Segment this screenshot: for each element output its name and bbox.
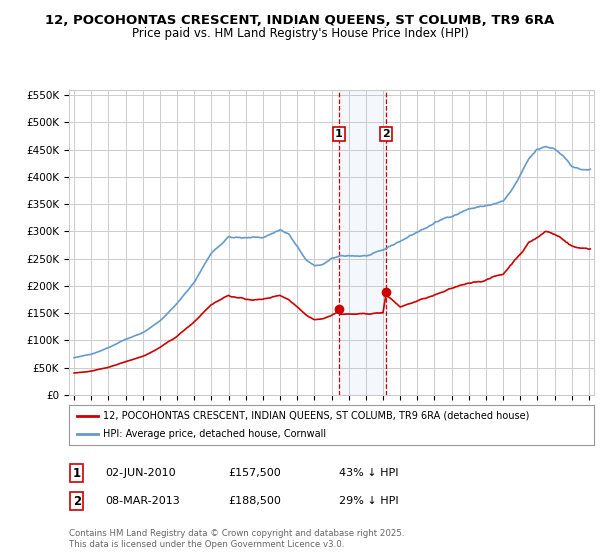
- Bar: [339, 90, 386, 395]
- Text: £188,500: £188,500: [228, 496, 281, 506]
- Text: 08-MAR-2013: 08-MAR-2013: [105, 496, 180, 506]
- Text: 2: 2: [382, 129, 390, 139]
- Text: 29% ↓ HPI: 29% ↓ HPI: [339, 496, 398, 506]
- Text: Price paid vs. HM Land Registry's House Price Index (HPI): Price paid vs. HM Land Registry's House …: [131, 27, 469, 40]
- Text: 02-JUN-2010: 02-JUN-2010: [105, 468, 176, 478]
- Text: 12, POCOHONTAS CRESCENT, INDIAN QUEENS, ST COLUMB, TR9 6RA (detached house): 12, POCOHONTAS CRESCENT, INDIAN QUEENS, …: [103, 411, 530, 421]
- Text: Contains HM Land Registry data © Crown copyright and database right 2025.
This d: Contains HM Land Registry data © Crown c…: [69, 529, 404, 549]
- Text: 12, POCOHONTAS CRESCENT, INDIAN QUEENS, ST COLUMB, TR9 6RA: 12, POCOHONTAS CRESCENT, INDIAN QUEENS, …: [46, 14, 554, 27]
- Text: £157,500: £157,500: [228, 468, 281, 478]
- Text: 1: 1: [335, 129, 343, 139]
- Text: HPI: Average price, detached house, Cornwall: HPI: Average price, detached house, Corn…: [103, 430, 326, 439]
- Text: 43% ↓ HPI: 43% ↓ HPI: [339, 468, 398, 478]
- Text: 1: 1: [73, 466, 81, 480]
- Text: 2: 2: [73, 494, 81, 508]
